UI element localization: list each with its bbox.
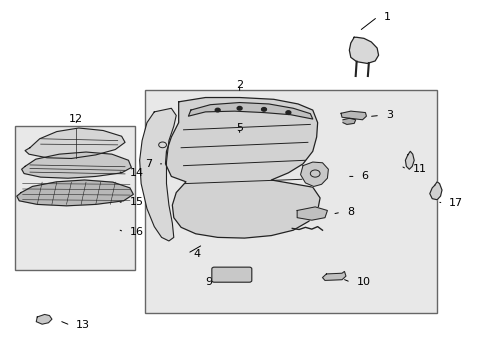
Text: 12: 12 [69, 114, 83, 124]
Circle shape [237, 107, 242, 110]
Text: 16: 16 [130, 227, 143, 237]
Bar [15, 126, 135, 270]
Polygon shape [17, 180, 133, 206]
Polygon shape [322, 271, 345, 280]
Circle shape [261, 108, 266, 111]
Text: 4: 4 [193, 248, 200, 258]
Text: 2: 2 [236, 80, 243, 90]
Circle shape [215, 108, 220, 112]
Polygon shape [165, 98, 320, 238]
Polygon shape [340, 111, 366, 120]
Text: 11: 11 [412, 164, 426, 174]
Polygon shape [188, 103, 312, 119]
Polygon shape [36, 315, 52, 324]
Circle shape [285, 111, 290, 114]
Text: 7: 7 [144, 159, 152, 169]
Polygon shape [342, 118, 355, 125]
Polygon shape [429, 182, 441, 200]
Text: 13: 13 [76, 320, 90, 330]
Polygon shape [297, 207, 327, 220]
Polygon shape [25, 128, 125, 158]
Text: 15: 15 [130, 197, 143, 207]
Text: 5: 5 [236, 123, 243, 133]
Text: 6: 6 [361, 171, 368, 181]
Text: 3: 3 [385, 111, 392, 121]
Text: 1: 1 [383, 12, 390, 22]
Polygon shape [300, 162, 328, 186]
Polygon shape [140, 108, 176, 241]
Text: 10: 10 [356, 277, 370, 287]
Polygon shape [21, 152, 131, 178]
Text: 8: 8 [346, 207, 353, 217]
Polygon shape [405, 151, 413, 169]
Polygon shape [348, 37, 378, 63]
Bar [144, 90, 436, 313]
Text: 9: 9 [205, 277, 212, 287]
FancyBboxPatch shape [211, 267, 251, 282]
Text: 17: 17 [448, 198, 463, 208]
Text: 14: 14 [130, 168, 144, 178]
